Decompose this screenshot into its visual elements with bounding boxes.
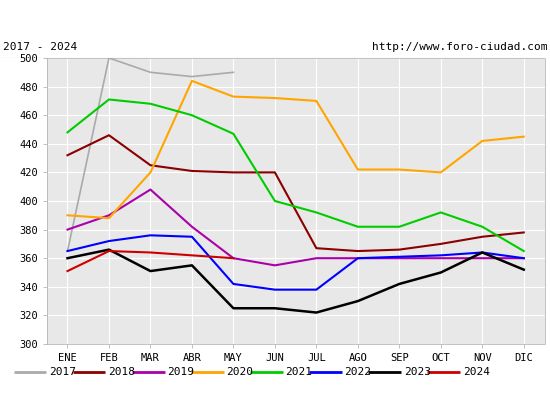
Text: 2017 - 2024: 2017 - 2024 xyxy=(3,42,77,52)
Text: 2018: 2018 xyxy=(108,367,135,377)
Text: 2023: 2023 xyxy=(404,367,431,377)
Text: 2021: 2021 xyxy=(285,367,312,377)
Text: 2017: 2017 xyxy=(49,367,76,377)
Text: http://www.foro-ciudad.com: http://www.foro-ciudad.com xyxy=(372,42,547,52)
Text: Evolucion del paro registrado en Villares de la Reina: Evolucion del paro registrado en Villare… xyxy=(84,10,466,26)
Text: 2024: 2024 xyxy=(463,367,490,377)
Text: 2020: 2020 xyxy=(227,367,254,377)
Text: 2022: 2022 xyxy=(345,367,372,377)
Text: 2019: 2019 xyxy=(167,367,194,377)
